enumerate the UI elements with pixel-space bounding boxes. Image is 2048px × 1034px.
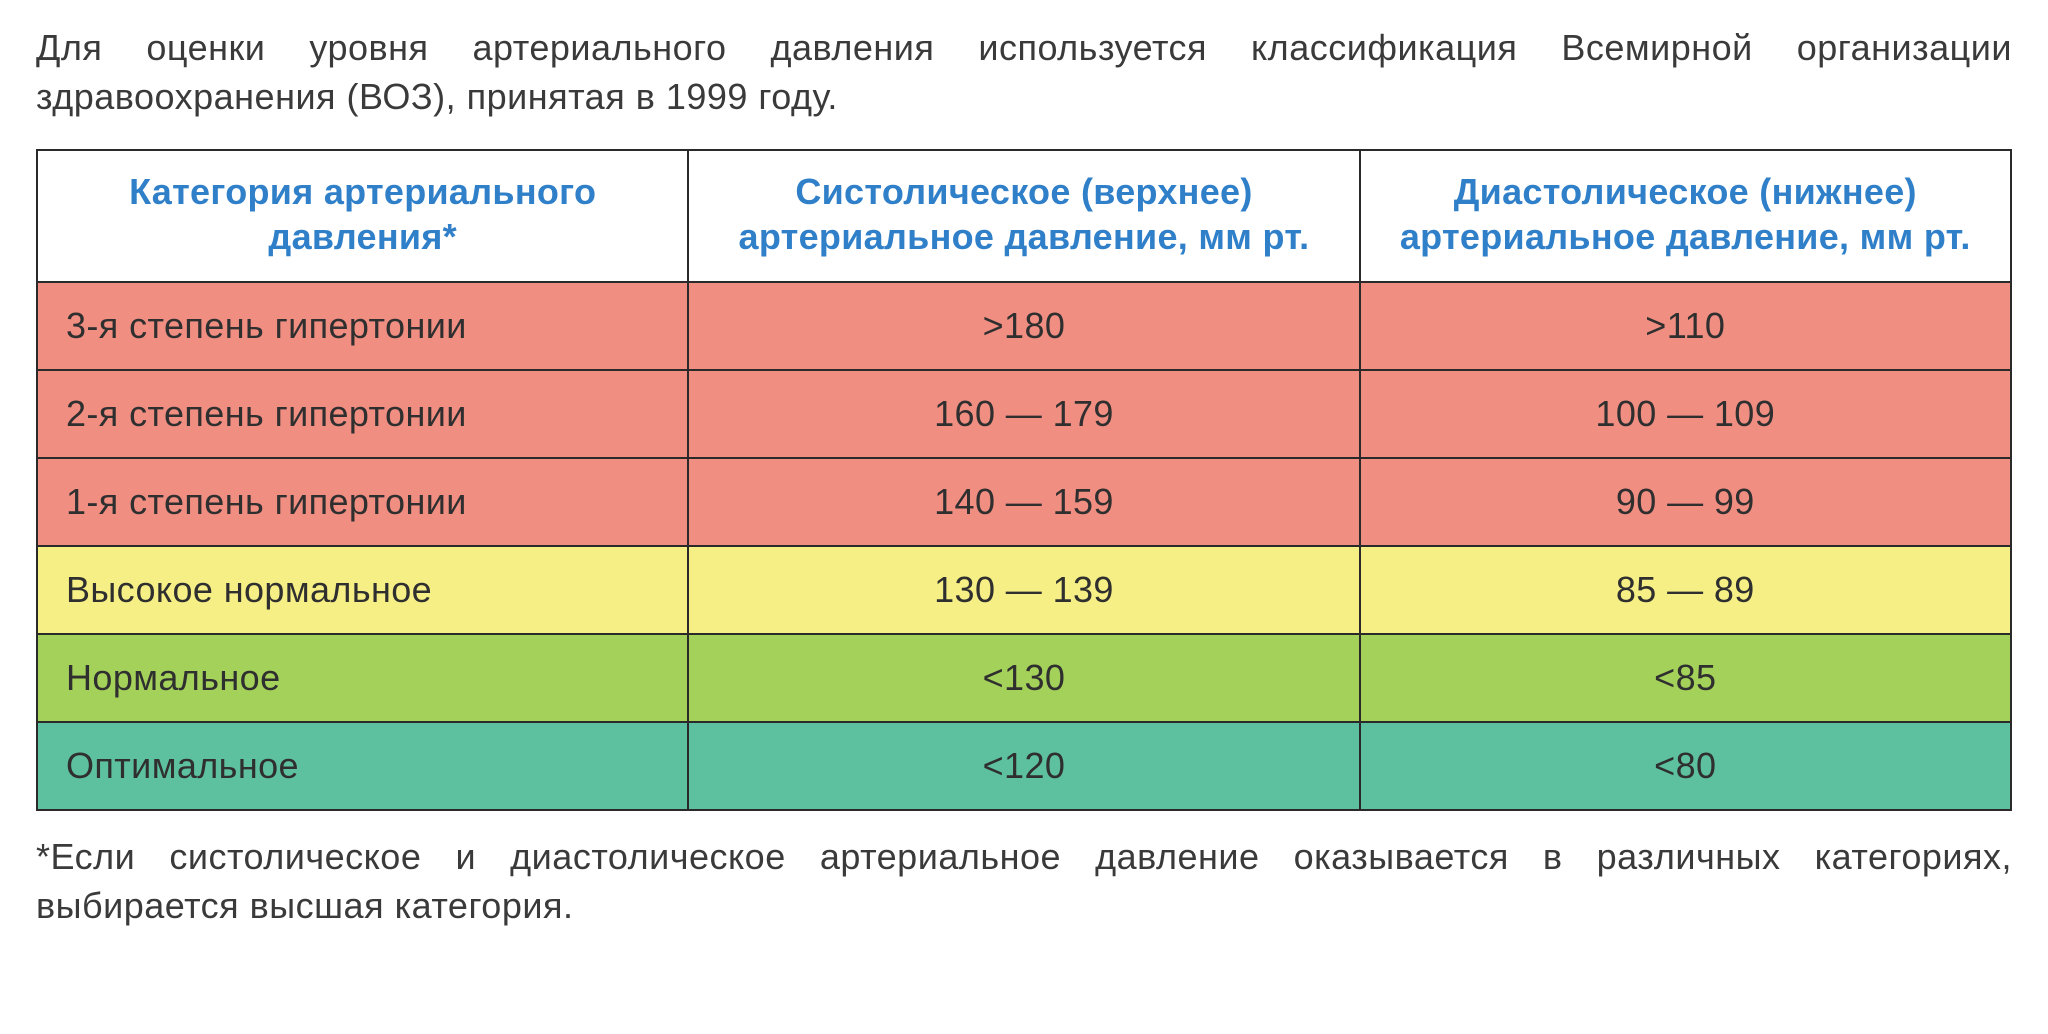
col-header-diastolic: Диастолическое (нижнее) артериальное дав… bbox=[1360, 150, 2011, 282]
cell-diastolic: >110 bbox=[1360, 282, 2011, 370]
cell-systolic: 160 — 179 bbox=[688, 370, 1359, 458]
cell-systolic: >180 bbox=[688, 282, 1359, 370]
cell-diastolic: <85 bbox=[1360, 634, 2011, 722]
table-header-row: Категория артериального давления* Систол… bbox=[37, 150, 2011, 282]
cell-category: 1-я степень гипертонии bbox=[37, 458, 688, 546]
cell-systolic: 140 — 159 bbox=[688, 458, 1359, 546]
cell-category: Оптимальное bbox=[37, 722, 688, 810]
cell-category: Высокое нормальное bbox=[37, 546, 688, 634]
col-header-category: Категория артериального давления* bbox=[37, 150, 688, 282]
cell-category: 2-я степень гипертонии bbox=[37, 370, 688, 458]
cell-diastolic: <80 bbox=[1360, 722, 2011, 810]
footnote-paragraph: *Если систолическое и диастолическое арт… bbox=[36, 833, 2012, 930]
cell-category: 3-я степень гипертонии bbox=[37, 282, 688, 370]
cell-category: Нормальное bbox=[37, 634, 688, 722]
cell-diastolic: 85 — 89 bbox=[1360, 546, 2011, 634]
page-container: Для оценки уровня артериального давления… bbox=[0, 0, 2048, 970]
table-row: 2-я степень гипертонии 160 — 179 100 — 1… bbox=[37, 370, 2011, 458]
cell-systolic: <130 bbox=[688, 634, 1359, 722]
bp-classification-table: Категория артериального давления* Систол… bbox=[36, 149, 2012, 811]
table-row: 1-я степень гипертонии 140 — 159 90 — 99 bbox=[37, 458, 2011, 546]
table-row: Нормальное <130 <85 bbox=[37, 634, 2011, 722]
table-row: Высокое нормальное 130 — 139 85 — 89 bbox=[37, 546, 2011, 634]
cell-systolic: 130 — 139 bbox=[688, 546, 1359, 634]
cell-systolic: <120 bbox=[688, 722, 1359, 810]
cell-diastolic: 100 — 109 bbox=[1360, 370, 2011, 458]
table-row: 3-я степень гипертонии >180 >110 bbox=[37, 282, 2011, 370]
col-header-systolic: Систолическое (верхнее) артериальное дав… bbox=[688, 150, 1359, 282]
intro-paragraph: Для оценки уровня артериального давления… bbox=[36, 24, 2012, 121]
cell-diastolic: 90 — 99 bbox=[1360, 458, 2011, 546]
table-row: Оптимальное <120 <80 bbox=[37, 722, 2011, 810]
